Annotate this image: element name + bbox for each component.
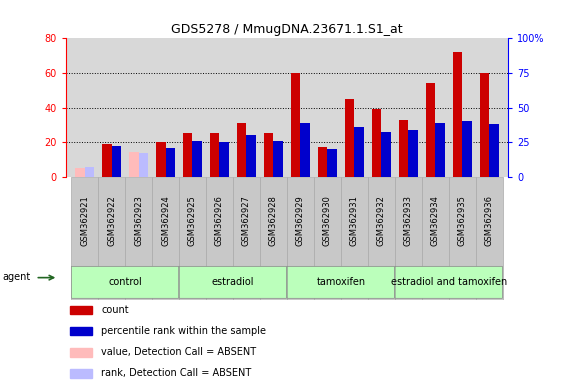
Bar xyxy=(453,52,463,177)
Text: GSM362933: GSM362933 xyxy=(404,195,413,247)
Text: estradiol: estradiol xyxy=(212,277,254,287)
Bar xyxy=(300,123,310,177)
Bar xyxy=(206,177,233,300)
Bar xyxy=(345,99,355,177)
Bar xyxy=(71,177,98,300)
Bar xyxy=(260,177,287,300)
Text: GSM362935: GSM362935 xyxy=(458,195,467,246)
Text: rank, Detection Call = ABSENT: rank, Detection Call = ABSENT xyxy=(101,368,251,379)
Bar xyxy=(318,147,327,177)
FancyBboxPatch shape xyxy=(395,266,502,298)
Bar xyxy=(264,134,274,177)
Bar xyxy=(70,327,93,336)
Bar xyxy=(463,121,472,177)
Bar xyxy=(156,142,166,177)
Bar xyxy=(489,124,498,177)
Text: GSM362923: GSM362923 xyxy=(134,195,143,246)
FancyBboxPatch shape xyxy=(179,266,287,298)
Text: GSM362928: GSM362928 xyxy=(269,195,278,246)
Bar xyxy=(476,177,503,300)
Bar xyxy=(274,141,283,177)
Text: control: control xyxy=(108,277,142,287)
Text: GSM362925: GSM362925 xyxy=(188,195,197,246)
Title: GDS5278 / MmugDNA.23671.1.S1_at: GDS5278 / MmugDNA.23671.1.S1_at xyxy=(171,23,403,36)
Bar xyxy=(237,123,247,177)
Bar xyxy=(372,109,381,177)
Text: GSM362934: GSM362934 xyxy=(431,195,440,246)
Bar xyxy=(152,177,179,300)
Bar xyxy=(422,177,449,300)
Bar xyxy=(183,134,192,177)
Bar xyxy=(355,127,364,177)
Text: GSM362930: GSM362930 xyxy=(323,195,332,246)
Bar xyxy=(192,141,202,177)
Bar xyxy=(233,177,260,300)
Bar xyxy=(166,147,175,177)
Bar xyxy=(139,153,148,177)
Bar xyxy=(98,177,125,300)
Bar xyxy=(111,146,121,177)
Text: value, Detection Call = ABSENT: value, Detection Call = ABSENT xyxy=(101,347,256,358)
Bar xyxy=(210,134,219,177)
Bar xyxy=(70,369,93,378)
Bar xyxy=(480,73,489,177)
Text: estradiol and tamoxifen: estradiol and tamoxifen xyxy=(391,277,507,287)
Bar xyxy=(327,149,337,177)
Bar xyxy=(70,348,93,356)
Bar xyxy=(314,177,341,300)
Text: GSM362926: GSM362926 xyxy=(215,195,224,246)
Text: GSM362929: GSM362929 xyxy=(296,195,305,246)
Bar xyxy=(368,177,395,300)
Text: GSM362922: GSM362922 xyxy=(107,195,116,246)
Bar xyxy=(247,135,256,177)
Text: tamoxifen: tamoxifen xyxy=(316,277,365,287)
Bar xyxy=(75,168,85,177)
Text: GSM362932: GSM362932 xyxy=(377,195,386,246)
Bar xyxy=(395,177,422,300)
Text: percentile rank within the sample: percentile rank within the sample xyxy=(101,326,266,336)
Bar xyxy=(70,306,93,314)
Text: GSM362931: GSM362931 xyxy=(350,195,359,246)
Bar xyxy=(435,123,445,177)
Bar xyxy=(381,132,391,177)
Text: agent: agent xyxy=(3,272,31,282)
Bar xyxy=(179,177,206,300)
Bar xyxy=(426,83,435,177)
FancyBboxPatch shape xyxy=(287,266,395,298)
Bar xyxy=(399,120,408,177)
Bar xyxy=(449,177,476,300)
Text: GSM362924: GSM362924 xyxy=(161,195,170,246)
FancyBboxPatch shape xyxy=(71,266,179,298)
Bar xyxy=(129,152,139,177)
Bar xyxy=(85,167,94,177)
Bar xyxy=(287,177,314,300)
Text: GSM362927: GSM362927 xyxy=(242,195,251,246)
Bar xyxy=(125,177,152,300)
Bar xyxy=(341,177,368,300)
Bar xyxy=(291,73,300,177)
Bar xyxy=(408,130,418,177)
Bar xyxy=(102,144,111,177)
Text: GSM362921: GSM362921 xyxy=(80,195,89,246)
Bar xyxy=(219,142,229,177)
Text: count: count xyxy=(101,305,128,315)
Text: GSM362936: GSM362936 xyxy=(485,195,494,247)
